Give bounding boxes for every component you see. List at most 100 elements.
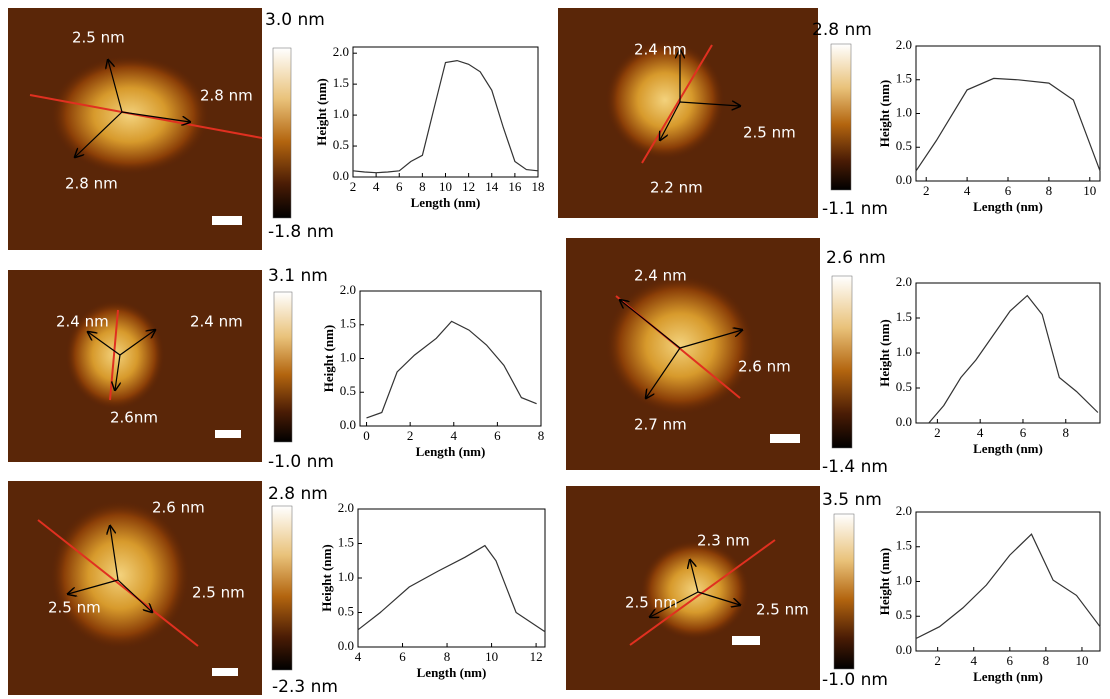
x-axis-label: Length (nm) — [973, 441, 1043, 456]
y-tick-label: 0.5 — [896, 138, 912, 153]
y-tick-label: 1.0 — [338, 569, 354, 584]
y-tick-label: 1.5 — [333, 75, 349, 90]
x-tick-label: 4 — [977, 425, 984, 440]
colorbar — [274, 292, 292, 442]
afm-feature — [50, 500, 190, 650]
y-tick-label: 0.0 — [896, 172, 912, 187]
feature-label: 2.5 nm — [756, 601, 809, 619]
x-tick-label: 0 — [363, 428, 370, 443]
x-tick-label: 2 — [923, 183, 930, 198]
x-tick-label: 4 — [373, 179, 380, 194]
feature-label: 2.7 nm — [634, 416, 687, 434]
feature-label: 2.6 nm — [738, 358, 791, 376]
x-tick-label: 6 — [1005, 183, 1012, 198]
plot-frame — [353, 47, 538, 177]
feature-label: 2.5 nm — [48, 599, 101, 617]
x-axis-label: Length (nm) — [973, 669, 1043, 684]
scale-bar — [770, 434, 800, 443]
colorbar-max: 2.6 nm — [826, 248, 886, 268]
y-tick-label: 0.5 — [896, 607, 912, 622]
x-tick-label: 4 — [451, 428, 458, 443]
y-tick-label: 2.0 — [333, 44, 349, 59]
x-tick-label: 2 — [934, 653, 941, 668]
profile-curve — [353, 61, 538, 173]
plot-frame — [360, 291, 541, 426]
y-tick-label: 0.0 — [333, 168, 349, 183]
feature-label: 2.6nm — [110, 409, 158, 427]
x-tick-label: 8 — [1063, 425, 1070, 440]
afm-feature — [50, 55, 210, 175]
y-axis-label: Height (nm) — [877, 548, 892, 616]
y-tick-label: 2.0 — [896, 274, 912, 289]
colorbar-max: 3.0 nm — [265, 10, 325, 30]
x-tick-label: 10 — [439, 179, 452, 194]
y-tick-label: 1.0 — [896, 572, 912, 587]
profile-curve — [916, 534, 1100, 638]
colorbar-min: -1.1 nm — [822, 199, 888, 219]
scale-bar — [212, 216, 242, 225]
x-tick-label: 4 — [964, 183, 971, 198]
colorbar-min: -1.0 nm — [822, 670, 888, 690]
y-tick-label: 2.0 — [338, 500, 354, 515]
afm-feature — [605, 275, 755, 415]
feature-label: 2.5 nm — [743, 124, 796, 142]
x-tick-label: 2 — [407, 428, 414, 443]
x-tick-label: 6 — [494, 428, 501, 443]
x-tick-label: 18 — [532, 179, 545, 194]
x-tick-label: 8 — [444, 649, 451, 664]
x-tick-label: 8 — [419, 179, 426, 194]
x-tick-label: 4 — [355, 649, 362, 664]
y-axis-label: Height (nm) — [321, 325, 336, 393]
y-tick-label: 2.0 — [340, 282, 356, 297]
y-tick-label: 0.5 — [896, 379, 912, 394]
x-axis-label: Length (nm) — [417, 665, 487, 680]
y-tick-label: 1.5 — [896, 71, 912, 86]
x-tick-label: 10 — [485, 649, 498, 664]
x-axis-label: Length (nm) — [416, 444, 486, 459]
feature-label: 2.4 nm — [634, 267, 687, 285]
feature-label: 2.4 nm — [56, 313, 109, 331]
feature-label: 2.6 nm — [152, 499, 205, 517]
page: {"chart_data": [ {"type": "line", "x": [… — [0, 0, 1110, 699]
x-tick-label: 6 — [1007, 653, 1014, 668]
y-tick-label: 0.5 — [338, 603, 354, 618]
y-tick-label: 1.5 — [338, 534, 354, 549]
feature-label: 2.4 nm — [190, 313, 243, 331]
plot-frame — [916, 283, 1100, 423]
profile-curve — [929, 296, 1098, 423]
scale-bar — [215, 430, 241, 438]
y-axis-label: Height (nm) — [877, 80, 892, 148]
x-tick-label: 10 — [1075, 653, 1088, 668]
profile-curve — [358, 546, 545, 632]
y-tick-label: 0.0 — [896, 414, 912, 429]
colorbar-max: 3.5 nm — [822, 490, 882, 510]
plot-frame — [358, 509, 545, 647]
y-tick-label: 1.5 — [896, 309, 912, 324]
y-tick-label: 1.0 — [896, 344, 912, 359]
feature-label: 2.5 nm — [625, 594, 678, 612]
y-axis-label: Height (nm) — [319, 544, 334, 612]
feature-label: 2.8 nm — [65, 175, 118, 193]
x-tick-label: 8 — [538, 428, 545, 443]
x-tick-label: 2 — [934, 425, 941, 440]
x-tick-label: 8 — [1046, 183, 1053, 198]
y-tick-label: 1.5 — [340, 316, 356, 331]
scale-bar — [212, 668, 238, 676]
y-tick-label: 0.0 — [338, 638, 354, 653]
colorbar-max: 2.8 nm — [812, 20, 872, 40]
y-tick-label: 2.0 — [896, 37, 912, 52]
colorbar-min: -1.0 nm — [268, 452, 334, 472]
plot-frame — [916, 512, 1100, 651]
colorbar — [832, 276, 852, 448]
feature-label: 2.3 nm — [697, 532, 750, 550]
y-axis-label: Height (nm) — [314, 78, 329, 146]
colorbar — [272, 506, 292, 670]
x-tick-label: 12 — [530, 649, 543, 664]
figure: 2.5 nm2.8 nm2.8 nm3.0 nm-1.8 nm0.00.51.0… — [0, 0, 1110, 699]
y-tick-label: 1.0 — [896, 104, 912, 119]
colorbar-max: 2.8 nm — [268, 484, 328, 504]
x-axis-label: Length (nm) — [411, 195, 481, 210]
colorbar-max: 3.1 nm — [268, 266, 328, 286]
colorbar-min: -2.3 nm — [272, 677, 338, 697]
y-tick-label: 0.5 — [333, 137, 349, 152]
